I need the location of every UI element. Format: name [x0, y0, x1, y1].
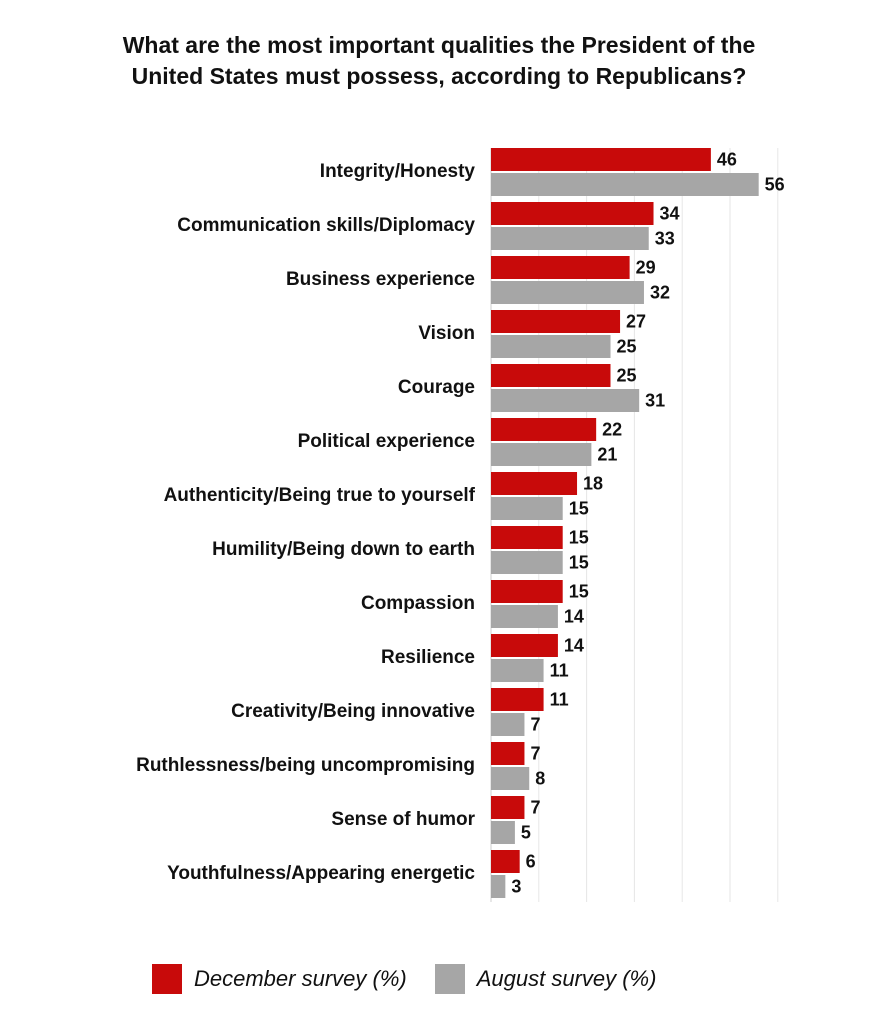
legend-label-december: December survey (%): [194, 966, 407, 991]
legend-label-august: August survey (%): [476, 966, 657, 991]
bar-december: [491, 148, 711, 171]
bar-august: [491, 659, 544, 682]
legend: December survey (%) August survey (%): [152, 962, 656, 996]
value-label: 14: [564, 635, 584, 655]
legend-swatch-december: [152, 964, 182, 994]
category-label: Compassion: [361, 593, 475, 614]
bar-december: [491, 202, 654, 225]
bar-december: [491, 256, 630, 279]
value-label: 11: [550, 660, 569, 680]
value-label: 33: [655, 228, 675, 248]
chart-title: What are the most important qualities th…: [20, 30, 858, 92]
category-label: Courage: [398, 377, 475, 398]
category-label: Ruthlessness/being uncompromising: [136, 755, 475, 776]
bar-december: [491, 310, 621, 333]
value-label: 56: [765, 174, 785, 194]
bars: [491, 148, 759, 898]
value-label: 15: [569, 498, 589, 518]
bar-december: [491, 580, 563, 603]
value-label: 15: [569, 581, 589, 601]
value-label: 22: [602, 419, 622, 439]
category-label: Creativity/Being innovative: [231, 701, 475, 722]
category-label: Authenticity/Being true to yourself: [164, 485, 476, 506]
value-label: 32: [650, 282, 670, 302]
category-label: Vision: [418, 323, 475, 344]
bar-december: [491, 364, 611, 387]
bar-december: [491, 634, 558, 657]
value-label: 21: [597, 444, 617, 464]
value-label: 25: [617, 336, 637, 356]
value-label: 7: [530, 797, 540, 817]
value-label: 8: [535, 768, 545, 788]
legend-swatch-august: [434, 964, 465, 994]
bar-august: [491, 227, 649, 250]
value-label: 29: [636, 257, 656, 277]
legend-item-december: December survey (%): [152, 964, 407, 994]
bar-august: [491, 821, 515, 844]
bar-august: [491, 173, 759, 196]
bar-december: [491, 796, 525, 819]
value-label: 18: [583, 473, 603, 493]
chart-title-line-1: What are the most important qualities th…: [122, 32, 756, 58]
value-label: 7: [530, 714, 540, 734]
category-label: Youthfulness/Appearing energetic: [167, 863, 475, 884]
bar-december: [491, 688, 544, 711]
value-label: 27: [626, 311, 646, 331]
bar-december: [491, 472, 578, 495]
category-label: Political experience: [298, 431, 475, 452]
value-label: 14: [564, 606, 584, 626]
value-label: 6: [526, 851, 536, 871]
value-label: 3: [511, 876, 521, 896]
value-label: 5: [521, 822, 531, 842]
bar-august: [491, 497, 563, 520]
category-label: Humility/Being down to earth: [212, 539, 475, 560]
value-label: 11: [550, 689, 569, 709]
bar-december: [491, 742, 525, 765]
bar-august: [491, 335, 611, 358]
bar-august: [491, 551, 563, 574]
category-label: Business experience: [286, 269, 475, 290]
bar-august: [491, 767, 530, 790]
value-label: 31: [645, 390, 665, 410]
category-label: Communication skills/Diplomacy: [177, 215, 475, 236]
category-label: Integrity/Honesty: [320, 161, 476, 182]
value-label: 15: [569, 527, 589, 547]
bar-august: [491, 875, 506, 898]
bar-august: [491, 389, 640, 412]
value-label: 7: [530, 743, 540, 763]
chart-title-line-2: United States must possess, according to…: [131, 63, 747, 89]
bar-december: [491, 418, 597, 441]
value-label: 15: [569, 552, 589, 572]
bar-december: [491, 850, 520, 873]
bar-august: [491, 281, 644, 304]
bar-august: [491, 713, 525, 736]
value-label: 34: [660, 203, 680, 223]
category-label: Resilience: [381, 647, 475, 668]
category-label: Sense of humor: [331, 809, 475, 830]
bar-august: [491, 605, 558, 628]
bar-december: [491, 526, 563, 549]
value-label: 25: [617, 365, 637, 385]
bar-august: [491, 443, 592, 466]
legend-item-august: August survey (%): [434, 964, 657, 994]
value-label: 46: [717, 149, 737, 169]
